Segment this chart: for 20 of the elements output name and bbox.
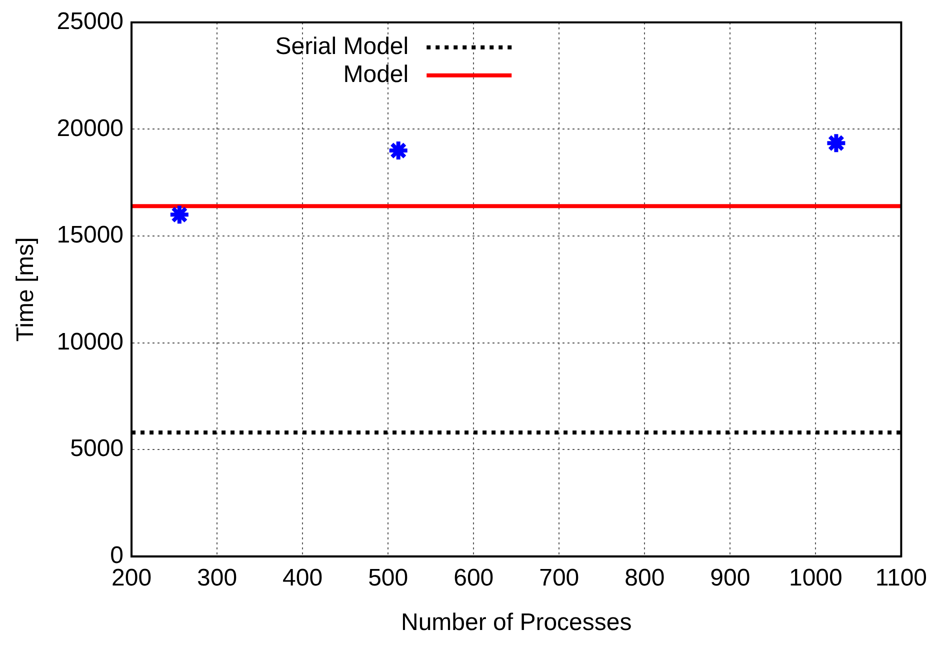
x-tick-label: 500 — [368, 564, 408, 592]
y-tick-label: 5000 — [70, 435, 124, 462]
x-tick-label: 900 — [710, 564, 750, 592]
point — [825, 132, 848, 154]
x-tick-label: 300 — [197, 564, 238, 592]
y-axis-title: Time [ms] — [12, 237, 40, 342]
point — [168, 204, 190, 226]
x-tick-label: 800 — [624, 564, 665, 592]
y-tick-label: 25000 — [56, 8, 124, 36]
x-tick-label: 600 — [454, 564, 494, 592]
x-tick-label: 400 — [282, 564, 323, 592]
x-axis-title: Number of Processes — [400, 609, 632, 636]
legend-label: Model — [343, 61, 409, 88]
x-tick-label: 700 — [539, 564, 580, 592]
y-tick-label: 10000 — [56, 328, 124, 356]
x-tick-label: 1000 — [788, 564, 842, 592]
legend-label: Serial Model — [275, 33, 409, 60]
x-tick-label: 1100 — [875, 564, 927, 592]
y-tick-label: 20000 — [56, 114, 124, 142]
y-tick-label: 15000 — [56, 222, 124, 249]
